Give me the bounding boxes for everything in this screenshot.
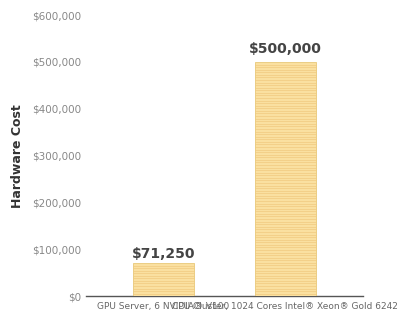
Bar bbox=[255, 62, 316, 296]
Text: $71,250: $71,250 bbox=[132, 247, 195, 261]
Bar bbox=[133, 263, 194, 296]
Text: $500,000: $500,000 bbox=[249, 43, 322, 56]
Y-axis label: Hardware Cost: Hardware Cost bbox=[11, 104, 24, 208]
